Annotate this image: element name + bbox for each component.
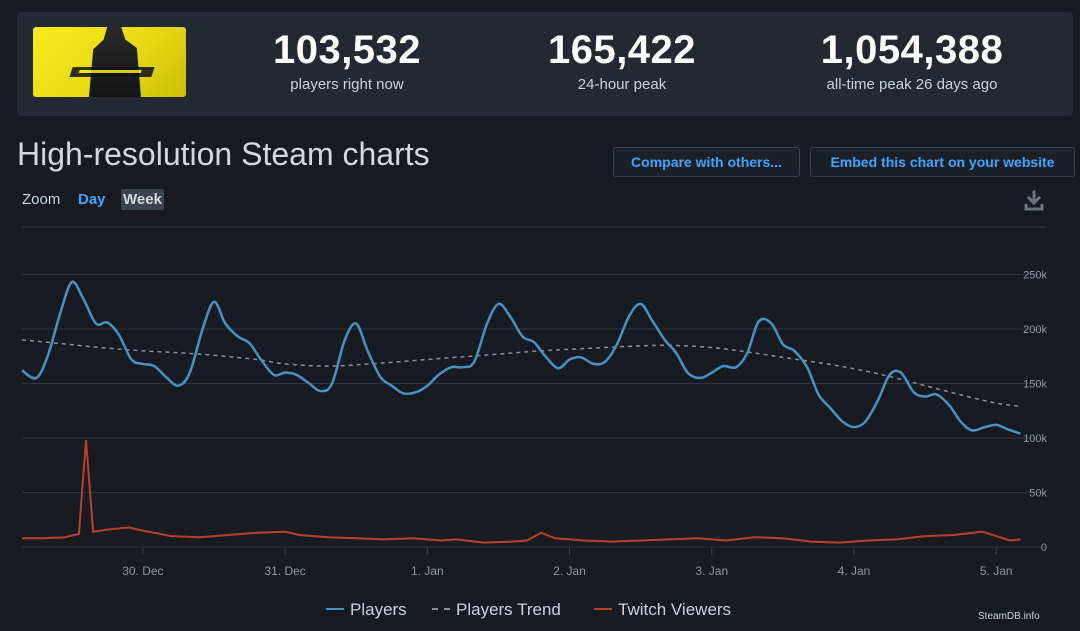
x-tick-label: 2. Jan [553, 564, 586, 578]
zoom-label: Zoom [22, 191, 61, 208]
zoom-week-button[interactable]: Week [121, 189, 164, 210]
peak-24h-stat: 165,422 24-hour peak [507, 28, 737, 93]
twitch-swatch [594, 607, 612, 610]
current-players-label: players right now [290, 76, 404, 93]
x-tick-label: 31. Dec [264, 564, 305, 578]
stats-panel: 103,532 players right now 165,422 24-hou… [17, 12, 1073, 116]
x-tick-label: 4. Jan [838, 564, 871, 578]
all-time-peak-value: 1,054,388 [820, 28, 1004, 72]
y-tick-label: 250k [1023, 270, 1047, 282]
all-time-peak-stat: 1,054,388 all-time peak 26 days ago [792, 28, 1032, 93]
trend-swatch [432, 607, 450, 610]
game-logo [69, 67, 155, 77]
y-tick-label: 0 [1041, 542, 1047, 554]
legend-players-label: Players [350, 600, 407, 619]
y-axis-ticks: 0 50k 100k 150k 200k 250k [1023, 270, 1047, 555]
legend-trend-label: Players Trend [456, 600, 561, 619]
x-axis-ticks: 30. Dec 31. Dec 1. Jan 2. Jan 3. Jan 4. Jan 5.… [122, 548, 1013, 578]
current-players-stat: 103,532 players right now [232, 28, 462, 93]
download-icon[interactable] [1022, 189, 1046, 213]
character-figure [89, 27, 141, 97]
twitch-viewers-line [22, 440, 1021, 544]
peak-24h-label: 24-hour peak [577, 76, 667, 93]
y-tick-label: 50k [1029, 488, 1047, 500]
y-tick-label: 150k [1023, 379, 1047, 391]
x-tick-label: 30. Dec [122, 564, 163, 578]
y-tick-label: 100k [1023, 433, 1047, 445]
compare-button[interactable]: Compare with others... [613, 147, 800, 177]
embed-chart-button[interactable]: Embed this chart on your website [810, 147, 1075, 177]
players-trend-line [21, 339, 1021, 408]
y-tick-label: 200k [1023, 324, 1047, 336]
chart-grid [22, 226, 1046, 548]
players-line [21, 280, 1021, 435]
x-tick-label: 5. Jan [980, 564, 1013, 578]
game-thumbnail[interactable] [33, 27, 186, 97]
x-tick-label: 3. Jan [695, 564, 728, 578]
legend-twitch-label: Twitch Viewers [618, 600, 732, 619]
players-swatch [326, 607, 344, 610]
all-time-peak-label: all-time peak 26 days ago [826, 76, 998, 93]
section-title: High-resolution Steam charts [17, 136, 430, 172]
current-players-value: 103,532 [272, 28, 422, 72]
player-chart: 0 50k 100k 150k 200k 250k 30. Dec 31. Dec 1. Ja… [21, 226, 1047, 578]
steamdb-credit[interactable]: SteamDB.info [978, 611, 1040, 622]
peak-24h-value: 165,422 [547, 28, 697, 72]
legend-players[interactable]: Players [326, 600, 407, 620]
zoom-day-button[interactable]: Day [78, 191, 106, 208]
legend-twitch-viewers[interactable]: Twitch Viewers [594, 600, 731, 620]
legend-players-trend[interactable]: Players Trend [432, 600, 561, 620]
x-tick-label: 1. Jan [411, 564, 444, 578]
